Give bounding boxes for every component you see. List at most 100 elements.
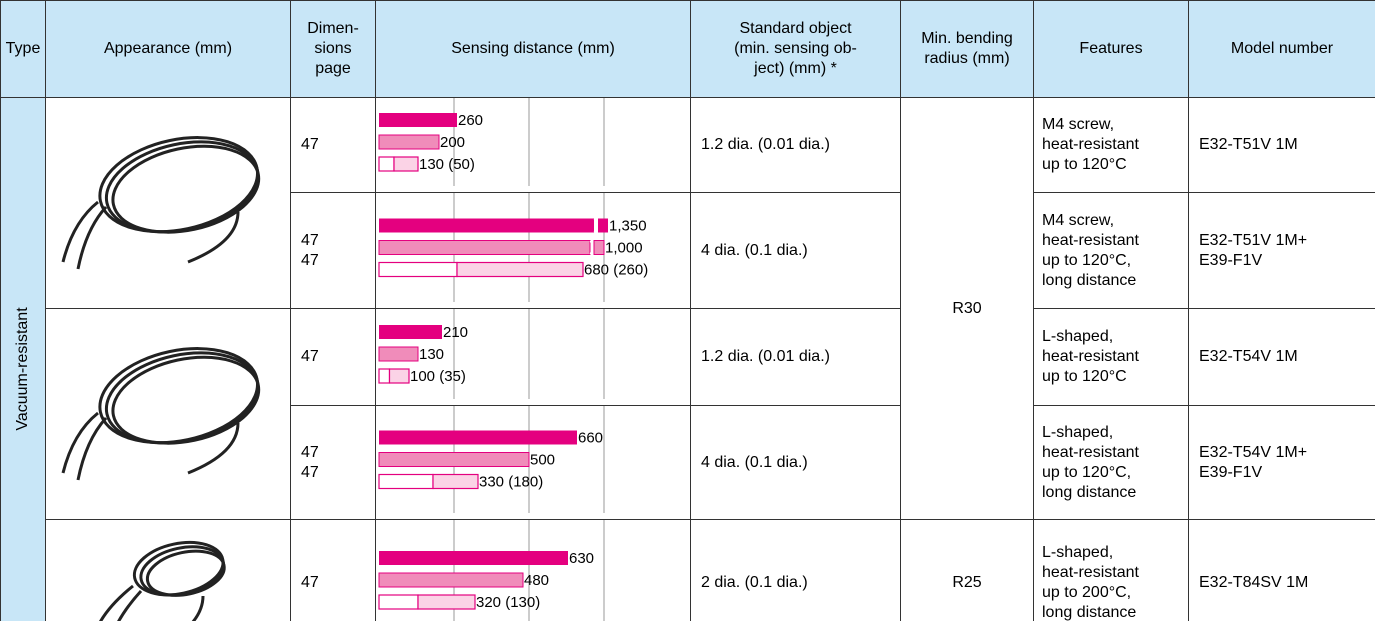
sensing-cell: 210 130 100 (35) (375, 308, 691, 406)
page-cell: 47 (290, 308, 376, 406)
bar-inner (378, 261, 458, 278)
text-line: up to 120°C, (1042, 251, 1132, 269)
appearance-image (61, 346, 261, 480)
bar-stub (593, 240, 605, 255)
text-line: Dimen- (307, 20, 359, 37)
page-cell: 47 (290, 97, 376, 193)
text-line: Min. bending (921, 30, 1013, 47)
bar-chart: 260 200 130 (50) (378, 98, 605, 188)
cable-loop (145, 549, 226, 597)
appearance-cell (45, 519, 291, 621)
text-line: Model number (1230, 40, 1334, 57)
bar-label: 320 (130) (476, 594, 540, 611)
text-line: E32-T51V 1M+ (1199, 231, 1308, 249)
bar-chart: 1,350 1,000 680 (260) (378, 193, 648, 304)
text-line: 47 (301, 574, 319, 591)
bar (393, 156, 419, 172)
sensing-cell: 630 480 320 (130) (375, 519, 691, 621)
bar-label: 660 (578, 429, 603, 446)
text-line: (min. sensing ob- (734, 40, 857, 57)
standard-cell: 4 dia. (0.1 dia.) (690, 192, 901, 309)
bar-label: 200 (440, 134, 465, 151)
bar (388, 368, 410, 384)
text-line: up to 200°C, (1042, 584, 1132, 601)
bar-label: 210 (443, 324, 468, 341)
text-line: ject) (mm) * (754, 60, 837, 77)
text-line: M4 screw, (1042, 116, 1115, 133)
standard-cell: 1.2 dia. (0.01 dia.) (690, 308, 901, 406)
bending-cell: R30 (900, 97, 1034, 520)
cable-tail (187, 422, 240, 474)
cable-tail (117, 589, 143, 621)
header-cell: Standard object (min. sensing ob-ject) (m… (690, 0, 901, 98)
features-cell: M4 screw, heat-resistant up to 120°C (1033, 97, 1189, 193)
type-label-box: Vacuum-resistant (14, 307, 31, 431)
standard-cell: 4 dia. (0.1 dia.) (690, 405, 901, 520)
bar-chart: 630 480 320 (130) (378, 520, 605, 621)
text-line: heat-resistant (1042, 136, 1139, 153)
bar-label: 260 (458, 112, 483, 129)
text-line: Features (1079, 40, 1143, 57)
type-label: Vacuum-resistant (14, 307, 31, 431)
cable-image (99, 540, 226, 621)
sensing-cell: 1,350 1,000 680 (260) (375, 192, 691, 309)
cable-loop (111, 355, 261, 445)
header-cell: Appearance (mm) (45, 0, 291, 98)
data-row: 47 47 1,350 1,000 680 (260) 4 dia. (0.1 dia.)… (1, 192, 1375, 309)
text-line: Standard object (739, 20, 852, 37)
bar-label: 130 (50) (419, 156, 475, 173)
text-line: Appearance (mm) (103, 40, 233, 57)
text-line: page (315, 60, 351, 77)
standard-cell: 2 dia. (0.1 dia.) (690, 519, 901, 621)
text-line: E39-F1V (1199, 463, 1263, 481)
features-cell: L-shaped, heat-resistant up to 120°C, long … (1033, 405, 1189, 520)
text-line: Type (5, 40, 41, 57)
data-row: 47 210 130 100 (35) 1.2 dia. (0.01 dia.) L-sh… (1, 308, 1375, 520)
text-line: 47 (301, 348, 319, 365)
bar-inner (378, 368, 391, 384)
bar-label: 130 (419, 346, 444, 363)
cable-loop (111, 144, 261, 234)
header-cell: Sensing distance (mm) (375, 0, 691, 98)
type-cell: Vacuum-resistant (0, 97, 46, 621)
bar-inner (378, 594, 419, 610)
bar-label: 680 (260) (584, 261, 648, 278)
text-line: L-shaped, (1042, 423, 1114, 441)
text-line: E32-T51V 1M (1199, 136, 1298, 153)
cable-tail (191, 595, 205, 621)
text-line: up to 120°C (1042, 368, 1127, 385)
cable-tail (99, 584, 134, 621)
text-line: E32-T54V 1M+ (1199, 443, 1308, 461)
cable-tail (61, 200, 99, 262)
cable-tail (61, 411, 99, 473)
header-cell: Model number (1188, 0, 1375, 98)
model-cell: E32-T54V 1M (1188, 308, 1375, 406)
data-row: 47 630 480 320 (130) 2 dia. (0.1 dia.) R25 L-s… (1, 519, 1375, 621)
data-row: Vacuum-resistant 47 260 200 130 (50) 1.2 dia.… (0, 97, 1375, 621)
text-line: heat-resistant (1042, 443, 1139, 461)
cable-tail (76, 416, 108, 480)
text-line: 47 (301, 463, 319, 481)
text-line: up to 120°C (1042, 156, 1127, 173)
bar (378, 346, 419, 362)
bar (378, 240, 591, 255)
text-line: sions (314, 40, 352, 57)
cable-tail (187, 211, 240, 263)
cable-tail (76, 205, 108, 269)
text-line: 47 (301, 443, 319, 461)
text-line: heat-resistant (1042, 231, 1139, 249)
bar (378, 452, 530, 467)
appearance-cell (45, 308, 291, 520)
bar (379, 430, 577, 445)
text-line: 47 (301, 136, 319, 153)
bar (379, 218, 594, 233)
bar (378, 134, 440, 150)
cable-image (61, 135, 261, 269)
text-line: M4 screw, (1042, 211, 1115, 229)
bar-label: 630 (569, 550, 594, 567)
bar-label: 500 (530, 451, 555, 468)
text-line: 47 (301, 251, 319, 269)
text-line: E32-T84SV 1M (1199, 574, 1309, 591)
